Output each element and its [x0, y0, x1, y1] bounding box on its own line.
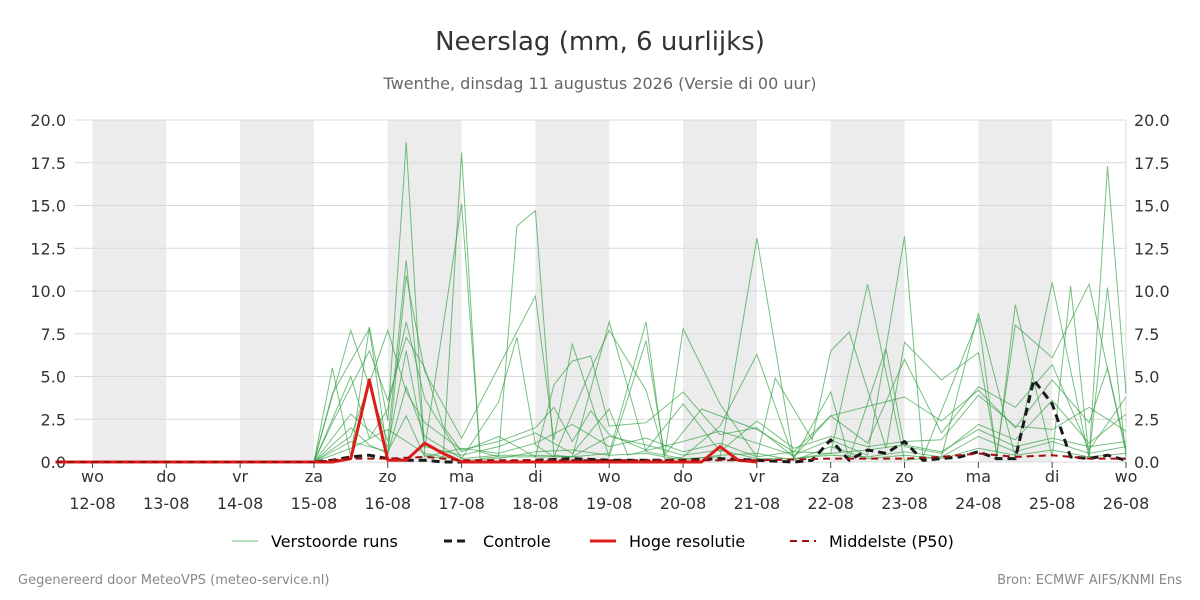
ensemble-member-line — [313, 385, 1127, 463]
x-tick-day: wo — [598, 467, 621, 486]
legend-hires-label: Hoge resolutie — [629, 532, 745, 551]
x-tick-day: wo — [1115, 467, 1138, 486]
x-tick-day: do — [156, 467, 176, 486]
ensemble-member-line — [313, 142, 1127, 463]
x-tick-date: 19-08 — [586, 494, 633, 513]
y-tick-label: 15.0 — [1134, 197, 1170, 216]
x-tick-date: 24-08 — [955, 494, 1002, 513]
ensemble-member-line — [313, 414, 1127, 463]
y-tick-label: 7.5 — [1134, 325, 1159, 344]
y-tick-label: 17.5 — [30, 154, 66, 173]
ensemble-member-line — [313, 203, 1127, 463]
x-tick-day: zo — [379, 467, 397, 486]
x-tick-date: 17-08 — [438, 494, 485, 513]
y-tick-label: 0.0 — [1134, 453, 1159, 472]
chart-title: Neerslag (mm, 6 uurlijks) — [435, 27, 765, 57]
x-tick-day: di — [528, 467, 543, 486]
x-tick-day: wo — [81, 467, 104, 486]
chart-subtitle: Twenthe, dinsdag 11 augustus 2026 (Versi… — [383, 74, 817, 93]
y-tick-label: 12.5 — [1134, 239, 1170, 258]
y-tick-label: 12.5 — [30, 239, 66, 258]
x-tick-date: 18-08 — [512, 494, 559, 513]
x-tick-date: 26-08 — [1103, 494, 1150, 513]
x-tick-date: 15-08 — [291, 494, 338, 513]
y-tick-label: 17.5 — [1134, 154, 1170, 173]
x-tick-date: 12-08 — [69, 494, 116, 513]
x-tick-date: 20-08 — [660, 494, 707, 513]
legend-ensemble-label: Verstoorde runs — [271, 532, 398, 551]
legend-control-label: Controle — [483, 532, 551, 551]
y-tick-label: 5.0 — [1134, 368, 1159, 387]
y-axis-right: 0.0 2.5 5.0 7.5 10.0 12.5 15.0 17.5 20.0 — [1134, 111, 1170, 472]
y-tick-label: 0.0 — [41, 453, 66, 472]
x-tick-date: 22-08 — [807, 494, 854, 513]
ensemble-member-line — [313, 275, 1127, 463]
median-series-line — [55, 452, 1126, 463]
x-tick-day: za — [822, 467, 840, 486]
footer-source: Bron: ECMWF AIFS/KNMI Ens — [997, 573, 1182, 588]
x-tick-date: 25-08 — [1029, 494, 1076, 513]
y-tick-label: 5.0 — [41, 368, 66, 387]
y-tick-label: 2.5 — [1134, 410, 1159, 429]
x-tick-day: zo — [895, 467, 913, 486]
ensemble-lines — [313, 142, 1127, 463]
x-tick-date: 13-08 — [143, 494, 190, 513]
legend-median-label: Middelste (P50) — [829, 532, 954, 551]
legend: Verstoorde runs Controle Hoge resolutie … — [232, 532, 954, 551]
x-tick-date: 21-08 — [734, 494, 781, 513]
y-tick-label: 2.5 — [41, 410, 66, 429]
x-tick-day: ma — [449, 467, 474, 486]
x-tick-day: ma — [966, 467, 991, 486]
ensemble-member-line — [313, 328, 1127, 463]
x-tick-day: do — [673, 467, 693, 486]
y-tick-label: 20.0 — [1134, 111, 1170, 130]
x-tick-day: di — [1045, 467, 1060, 486]
y-tick-label: 10.0 — [30, 282, 66, 301]
y-tick-label: 10.0 — [1134, 282, 1170, 301]
x-tick-day: za — [305, 467, 323, 486]
ensemble-member-line — [313, 349, 1127, 463]
x-axis: wo 12-08 do 13-08 vr 14-08 za 15-08 zo 16-08 ma 17-… — [69, 462, 1149, 513]
x-tick-date: 14-08 — [217, 494, 264, 513]
ensemble-member-line — [313, 428, 1127, 463]
hires-series-line — [55, 378, 758, 464]
x-tick-day: vr — [232, 467, 248, 486]
y-tick-label: 7.5 — [41, 325, 66, 344]
main-series-lines — [55, 378, 1127, 464]
y-axis-left: 0.0 2.5 5.0 7.5 10.0 12.5 15.0 17.5 20.0 — [30, 111, 66, 472]
x-tick-date: 16-08 — [365, 494, 412, 513]
y-tick-label: 15.0 — [30, 197, 66, 216]
footer-generated-by: Gegenereerd door MeteoVPS (meteo-service… — [18, 573, 329, 588]
x-tick-date: 23-08 — [881, 494, 928, 513]
x-tick-day: vr — [749, 467, 765, 486]
y-tick-label: 20.0 — [30, 111, 66, 130]
ensemble-member-line — [313, 335, 1127, 463]
